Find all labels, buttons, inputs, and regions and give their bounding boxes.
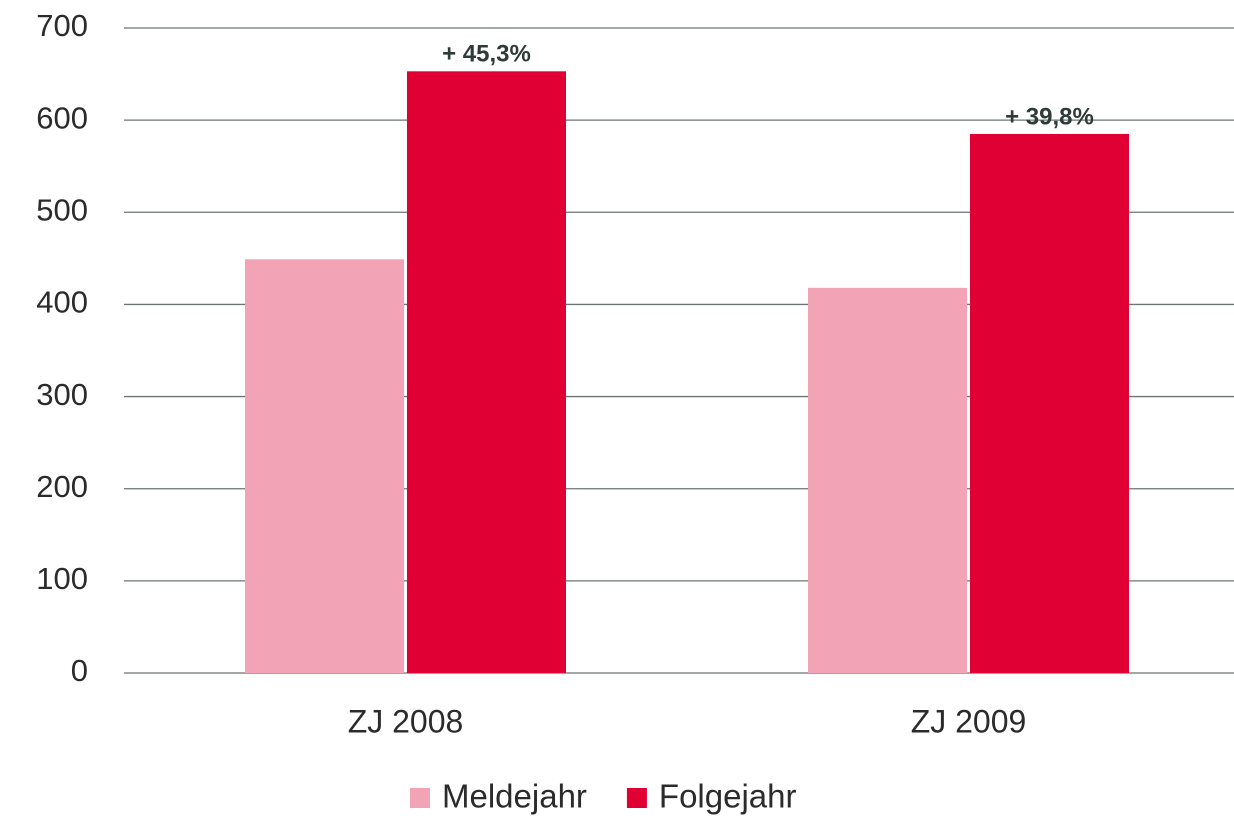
- x-tick-label: ZJ 2008: [348, 703, 464, 739]
- y-tick-label: 600: [36, 100, 88, 135]
- y-tick-label: 300: [36, 377, 88, 412]
- legend-label: Folgejahr: [659, 778, 797, 815]
- annotation: + 45,3%: [442, 41, 531, 68]
- y-tick-label: 0: [71, 653, 88, 688]
- y-tick-label: 700: [36, 8, 88, 43]
- y-tick-label: 200: [36, 469, 88, 504]
- bar: [970, 133, 1129, 673]
- annotation: + 39,8%: [1005, 103, 1094, 130]
- legend-label: Meldejahr: [442, 778, 587, 815]
- y-tick-label: 500: [36, 192, 88, 227]
- bar: [808, 287, 967, 673]
- legend-swatch: [626, 788, 647, 808]
- y-tick-label: 100: [36, 561, 88, 596]
- y-tick-label: 400: [36, 285, 88, 320]
- legend-swatch: [410, 788, 430, 808]
- x-tick-label: ZJ 2009: [911, 703, 1027, 739]
- bar: [245, 259, 404, 673]
- bar: [407, 71, 566, 674]
